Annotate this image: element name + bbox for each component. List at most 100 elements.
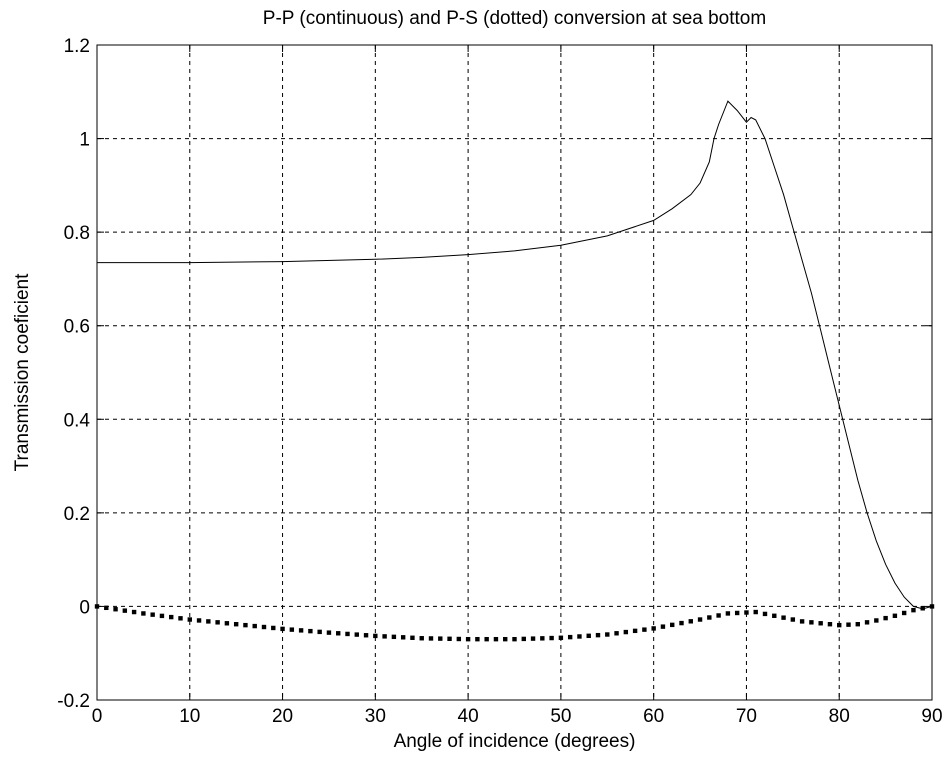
x-tick-label: 80 xyxy=(829,706,850,727)
series-point-ps xyxy=(725,611,731,616)
series-point-ps xyxy=(781,615,786,620)
x-tick-label: 50 xyxy=(550,706,571,727)
series-point-ps xyxy=(447,636,452,642)
series-point-ps xyxy=(354,632,359,637)
series-point-ps xyxy=(567,634,573,640)
series-point-ps xyxy=(122,608,128,613)
series-point-ps xyxy=(920,606,925,611)
series-point-ps xyxy=(762,611,768,617)
y-tick-label: 0.2 xyxy=(64,504,90,525)
series-point-ps xyxy=(521,636,526,642)
x-tick-label: 20 xyxy=(272,706,293,727)
series-point-ps xyxy=(233,622,239,627)
series-point-ps xyxy=(326,630,332,635)
chart-title: P-P (continuous) and P-S (dotted) conver… xyxy=(263,8,766,29)
series-point-ps xyxy=(753,609,758,615)
x-tick-label: 0 xyxy=(92,706,103,727)
series-point-ps xyxy=(911,607,916,613)
series-point-ps xyxy=(707,615,712,620)
series-point-ps xyxy=(131,609,137,615)
series-dotted-ps xyxy=(94,604,935,642)
x-axis-label: Angle of incidence (degrees) xyxy=(394,731,636,752)
series-point-ps xyxy=(837,622,842,628)
series-point-ps xyxy=(243,622,248,628)
series-point-ps xyxy=(456,636,462,642)
series-point-ps xyxy=(586,633,591,639)
series-point-ps xyxy=(744,610,749,615)
series-point-ps xyxy=(512,636,517,642)
series-point-ps xyxy=(577,634,582,639)
series-point-ps xyxy=(651,626,656,631)
series-point-ps xyxy=(530,636,536,641)
y-tick-label: 0.6 xyxy=(64,317,90,338)
y-axis-label: Transmission coeficient xyxy=(12,273,33,472)
y-tick-label: 0.8 xyxy=(64,223,90,244)
series-point-ps xyxy=(697,617,703,622)
series-point-ps xyxy=(465,636,471,642)
series-point-ps xyxy=(883,615,888,621)
series-point-ps xyxy=(670,622,675,628)
series-point-ps xyxy=(382,634,387,639)
series-point-ps xyxy=(178,616,183,621)
tick-layer: 0 10 20 30 40 50 60 70 80 90-0.200.20.40.60.811.2 xyxy=(57,36,942,727)
series-point-ps xyxy=(252,623,257,629)
series-point-ps xyxy=(623,629,629,635)
series-point-ps xyxy=(410,635,415,640)
y-tick-label: 0.4 xyxy=(64,410,91,431)
series-point-ps xyxy=(475,636,480,642)
series-point-ps xyxy=(289,627,295,632)
series-point-ps xyxy=(642,627,647,632)
x-tick-label: 40 xyxy=(458,706,479,727)
series-point-ps xyxy=(345,631,350,637)
series-point-ps xyxy=(595,632,601,638)
series-point-ps xyxy=(818,621,823,626)
series-point-ps xyxy=(428,636,434,641)
series-point-ps xyxy=(799,619,805,624)
series-point-ps xyxy=(540,636,545,641)
series-point-ps xyxy=(809,620,814,625)
series-point-ps xyxy=(734,610,740,616)
x-tick-label: 70 xyxy=(736,706,757,727)
series-point-ps xyxy=(113,607,118,612)
series-point-ps xyxy=(280,626,285,632)
series-point-ps xyxy=(261,624,267,630)
series-point-ps xyxy=(215,620,220,625)
series-layer xyxy=(94,100,935,642)
series-point-ps xyxy=(901,610,907,616)
series-point-ps xyxy=(373,633,378,639)
series-point-ps xyxy=(874,618,879,623)
x-tick-label: 60 xyxy=(643,706,664,727)
series-point-ps xyxy=(846,622,851,627)
series-point-ps xyxy=(187,617,192,622)
series-point-ps xyxy=(679,620,684,626)
series-point-ps xyxy=(660,624,666,629)
series-point-ps xyxy=(790,617,796,622)
x-tick-label: 30 xyxy=(365,706,386,727)
series-point-ps xyxy=(159,613,165,619)
series-point-ps xyxy=(892,613,898,618)
series-point-ps xyxy=(493,636,499,642)
series-point-ps xyxy=(298,628,304,633)
series-point-ps xyxy=(196,618,202,623)
series-point-ps xyxy=(391,634,397,640)
series-point-ps xyxy=(614,631,619,636)
series-point-ps xyxy=(271,625,276,631)
series-point-ps xyxy=(632,628,638,634)
series-point-ps xyxy=(224,621,230,626)
series-point-ps xyxy=(688,619,693,624)
series-point-ps xyxy=(438,636,443,641)
series-point-ps xyxy=(104,605,109,611)
series-point-ps xyxy=(503,636,508,642)
series-point-ps xyxy=(317,629,322,635)
y-tick-label: 1 xyxy=(79,130,90,151)
series-point-ps xyxy=(169,614,174,620)
series-point-ps xyxy=(864,620,870,625)
series-point-ps xyxy=(827,622,833,627)
series-line-pp xyxy=(97,100,933,610)
y-tick-label: 1.2 xyxy=(64,36,90,57)
series-point-ps xyxy=(308,628,313,634)
series-point-ps xyxy=(484,636,489,642)
series-point-ps xyxy=(419,636,424,641)
